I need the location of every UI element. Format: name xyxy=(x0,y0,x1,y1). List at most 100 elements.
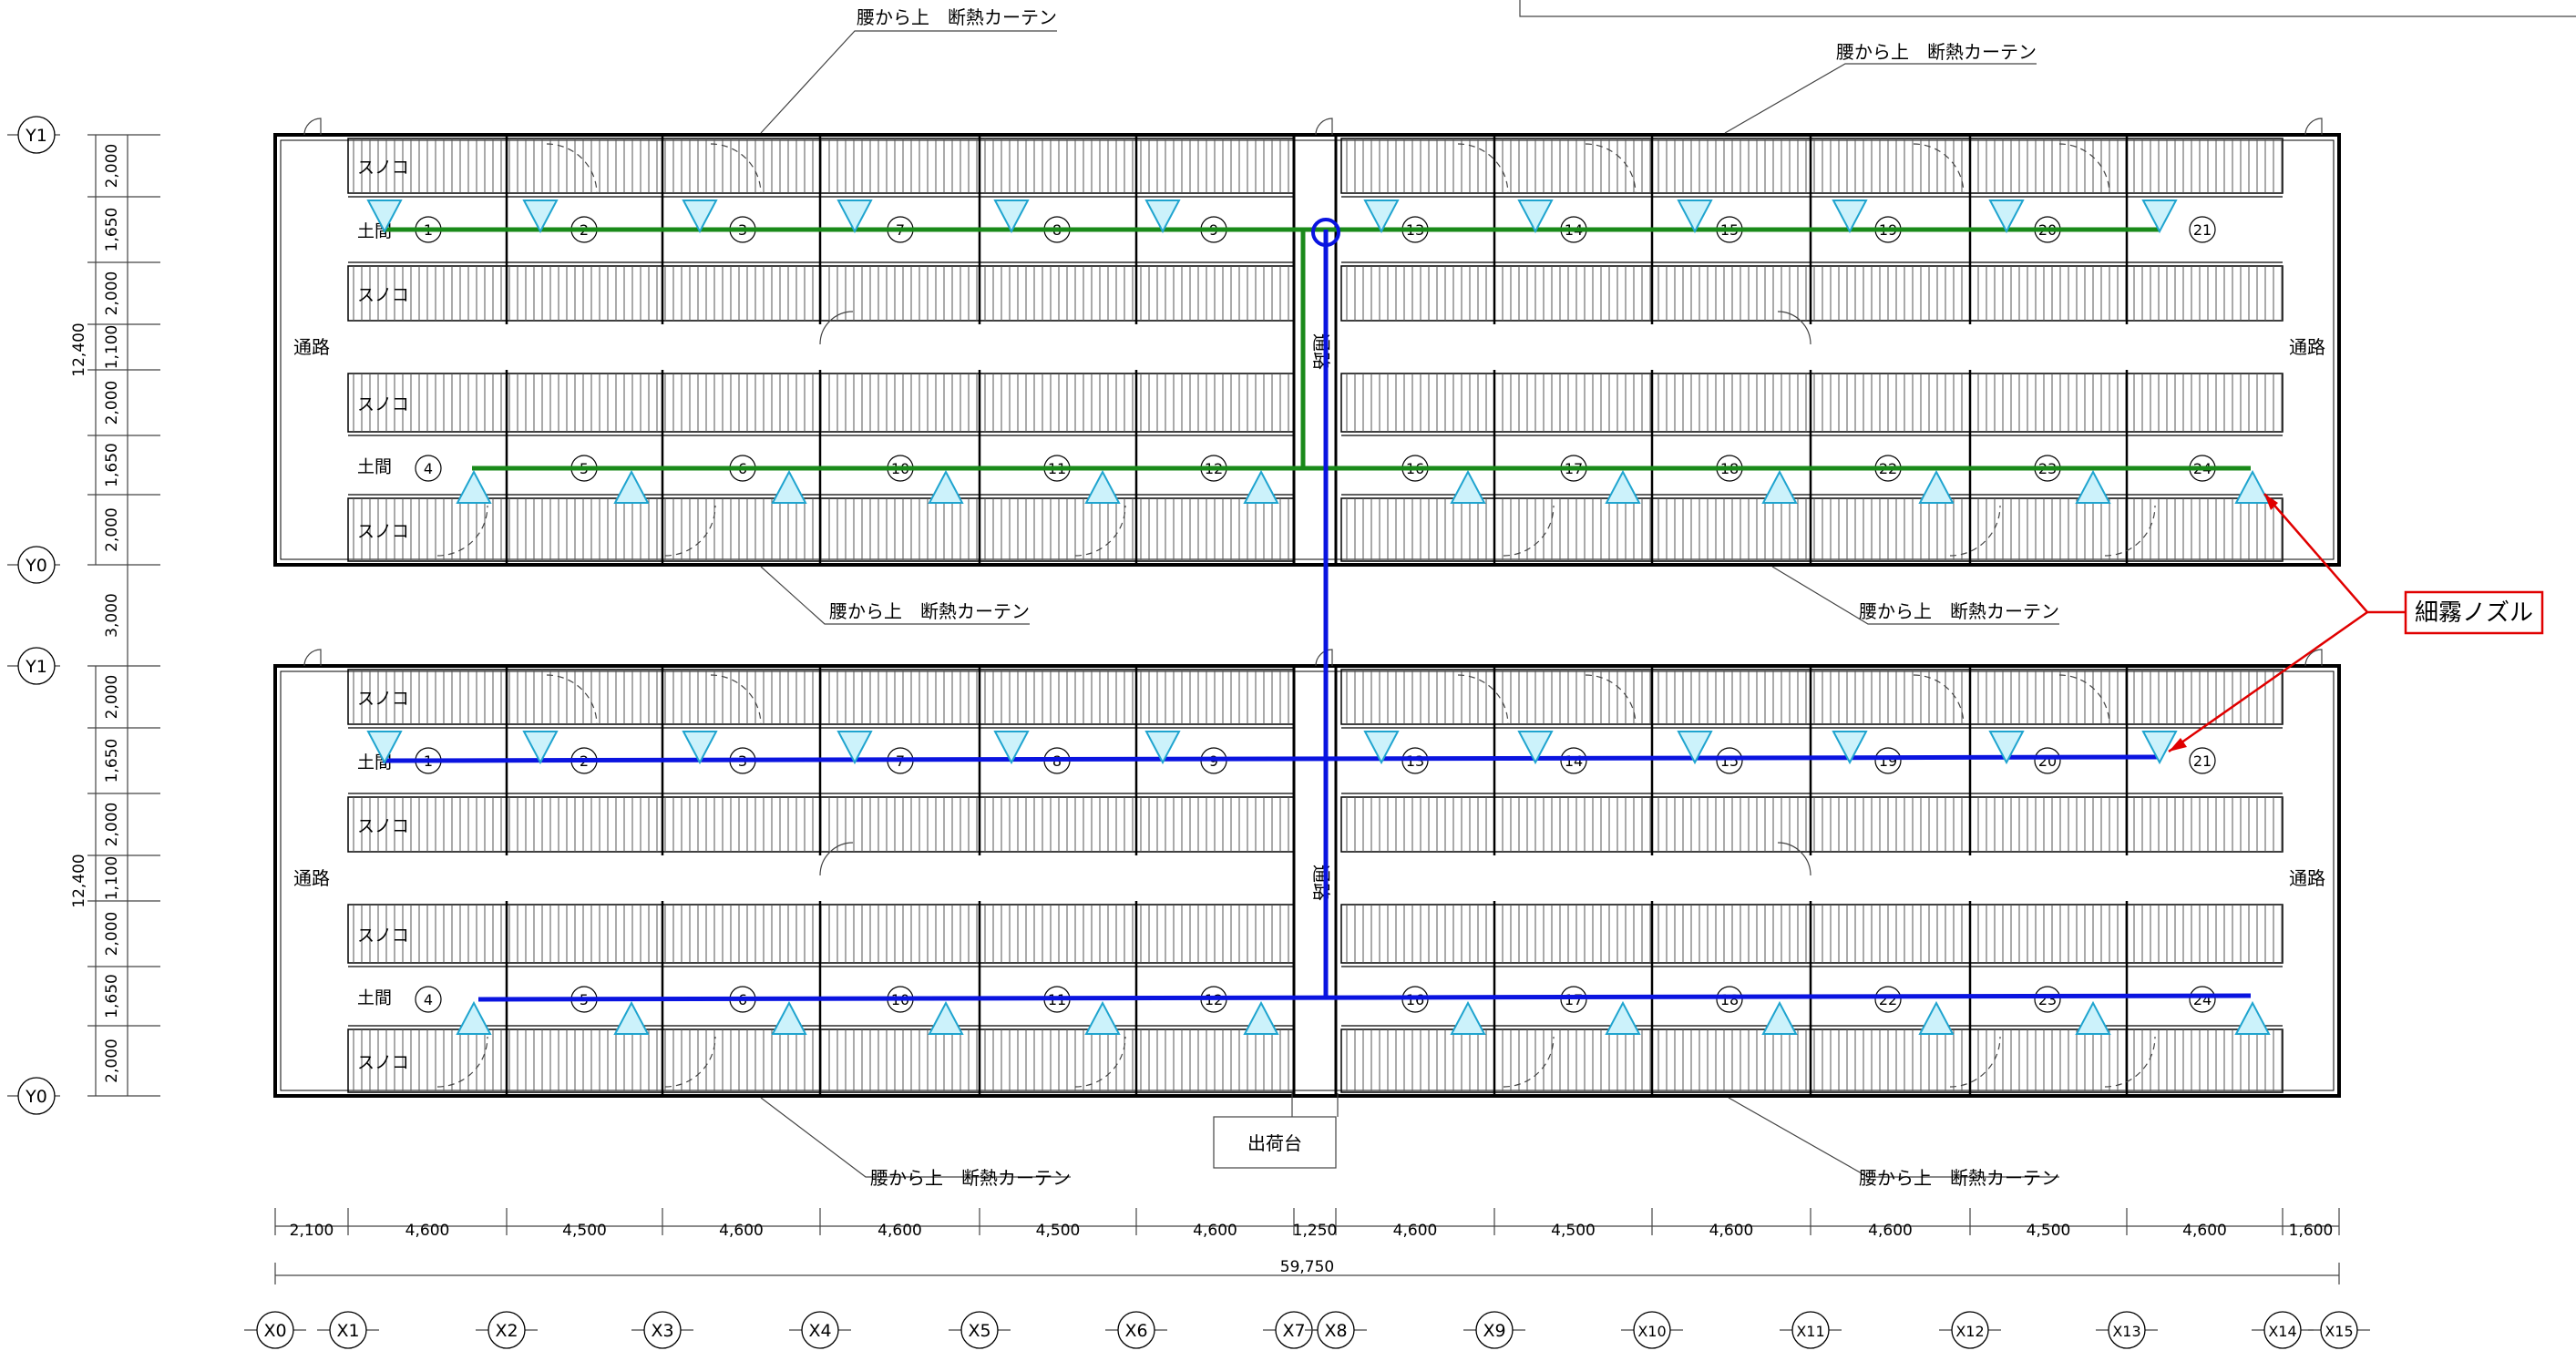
y-grid-bubble xyxy=(17,116,56,154)
x-grid-bubble xyxy=(1475,1311,1514,1349)
bay-number: 18 xyxy=(1720,991,1739,1008)
y-dim-text: 1,650 xyxy=(103,974,121,1018)
mist-nozzle-icon xyxy=(2075,1000,2111,1035)
aisle-label-center: 通路 xyxy=(1310,333,1332,370)
mist-nozzle-icon xyxy=(456,469,492,504)
x-grid-bubble xyxy=(2263,1311,2302,1349)
y-grid-label: Y1 xyxy=(25,126,47,146)
sunoko-label: スノコ xyxy=(357,522,409,542)
x-grid-bubble xyxy=(1791,1311,1830,1349)
y-gap-text: 3,000 xyxy=(103,593,121,638)
callout-arrowhead-upper xyxy=(2264,494,2278,510)
y-grid-label: Y0 xyxy=(25,556,47,576)
x-grid-bubble xyxy=(2320,1311,2358,1349)
x-grid-label: X4 xyxy=(808,1321,831,1341)
x-grid-bubble xyxy=(643,1311,682,1349)
x-dim-text: 4,600 xyxy=(877,1222,922,1240)
aisle-label-right: 通路 xyxy=(2289,336,2325,358)
sunoko-label: スノコ xyxy=(357,394,409,414)
door-swing xyxy=(546,674,598,726)
slatted-bench xyxy=(1340,138,2284,194)
aisle-door xyxy=(819,311,854,345)
mist-nozzle-icon xyxy=(771,1000,807,1035)
pipe-blue-lower xyxy=(477,993,2252,1002)
door-swing xyxy=(1503,505,1555,557)
mist-nozzle-icon xyxy=(1144,731,1181,765)
mist-nozzle-icon xyxy=(836,731,873,765)
x-grid-label: X11 xyxy=(1796,1323,1824,1340)
x-grid-label: X12 xyxy=(1955,1323,1984,1340)
aisle-door xyxy=(1777,842,1811,876)
door-swing xyxy=(1457,143,1509,195)
x-grid-label: X7 xyxy=(1282,1321,1305,1341)
aisle-label-right: 通路 xyxy=(2289,867,2325,889)
door-swing xyxy=(710,674,762,726)
door-swing xyxy=(2104,1036,2156,1088)
y-dim-text: 2,000 xyxy=(103,271,121,316)
x-dim-text: 4,600 xyxy=(1709,1222,1754,1240)
x-grid-label: X2 xyxy=(495,1321,518,1341)
x-dim-text: 4,600 xyxy=(1868,1222,1913,1240)
mist-nozzle-icon xyxy=(928,1000,964,1035)
bay-number-circle xyxy=(2189,986,2216,1013)
x-dim-text: 4,600 xyxy=(1393,1222,1438,1240)
curtain-leader xyxy=(1728,1097,2059,1178)
bay-number-circle xyxy=(2034,986,2061,1013)
y-total-text: 12,400 xyxy=(70,322,88,376)
mist-nozzle-icon xyxy=(1677,200,1713,234)
bench-slats xyxy=(353,266,1289,321)
mist-nozzle-icon xyxy=(2234,469,2271,504)
corner-door xyxy=(303,118,322,136)
shipping-platform-box xyxy=(1213,1116,1337,1169)
curtain-leader xyxy=(1771,566,2059,625)
bay-number: 22 xyxy=(1879,991,1897,1008)
mist-nozzle-icon xyxy=(682,731,718,765)
mist-nozzle-icon xyxy=(1988,731,2025,765)
bench-slats xyxy=(1346,266,2283,321)
mist-nozzle-icon xyxy=(1084,469,1121,504)
bay-number: 17 xyxy=(1565,991,1583,1008)
door-swing xyxy=(546,143,598,195)
corner-door xyxy=(2304,649,2323,667)
aisle-door xyxy=(819,842,854,876)
bay-number-circle xyxy=(1560,747,1587,774)
aisle-door xyxy=(1777,311,1811,345)
callout-label: 細霧ノズル xyxy=(2415,599,2533,627)
corner-door xyxy=(303,649,322,667)
x-grid-bubble xyxy=(487,1311,526,1349)
callout-arrowhead-lower xyxy=(2169,738,2187,752)
corner-door xyxy=(2304,118,2323,136)
bench-slats xyxy=(353,138,1289,193)
bench-slats xyxy=(1346,374,2283,432)
y-dimension-chain: 2,000 1,650 2,000 1,100 2,000 1,650 2,000 12,40… xyxy=(7,116,160,1115)
bench-slats xyxy=(1346,670,2283,724)
mist-nozzle-icon xyxy=(613,469,650,504)
bay-number-circle xyxy=(1716,747,1743,774)
door-swing xyxy=(436,1036,488,1088)
x-dim-text: 4,500 xyxy=(1036,1222,1081,1240)
x-dim-text: 4,500 xyxy=(562,1222,607,1240)
mist-nozzle-icon xyxy=(2141,731,2178,765)
x-grid-bubble xyxy=(801,1311,839,1349)
x-grid-bubble xyxy=(1951,1311,1989,1349)
door-swing xyxy=(1503,1036,1555,1088)
bench-slats xyxy=(1346,1029,2283,1092)
sunoko-label: スノコ xyxy=(357,816,409,836)
sunoko-label: スノコ xyxy=(357,1053,409,1073)
doma-label: 土間 xyxy=(357,988,392,1008)
callout-leader-lower xyxy=(2168,610,2368,753)
corner-door xyxy=(1315,649,1333,667)
y-dim-text: 2,000 xyxy=(103,507,121,552)
x-grid-label: X9 xyxy=(1483,1321,1505,1341)
mist-nozzle-icon xyxy=(1243,469,1279,504)
bay-number: 23 xyxy=(2038,991,2057,1008)
x-grid-label: X5 xyxy=(968,1321,990,1341)
y-dim-text: 2,000 xyxy=(103,803,121,847)
x-dim-text: 4,600 xyxy=(405,1222,450,1240)
mist-nozzle-icon xyxy=(613,1000,650,1035)
bay-number: 15 xyxy=(1720,752,1739,770)
inner-wall xyxy=(280,670,2335,1091)
greenhouse-block: スノコ土間スノコスノコ土間スノコ通路通路通路123789131415192021… xyxy=(273,118,2341,567)
